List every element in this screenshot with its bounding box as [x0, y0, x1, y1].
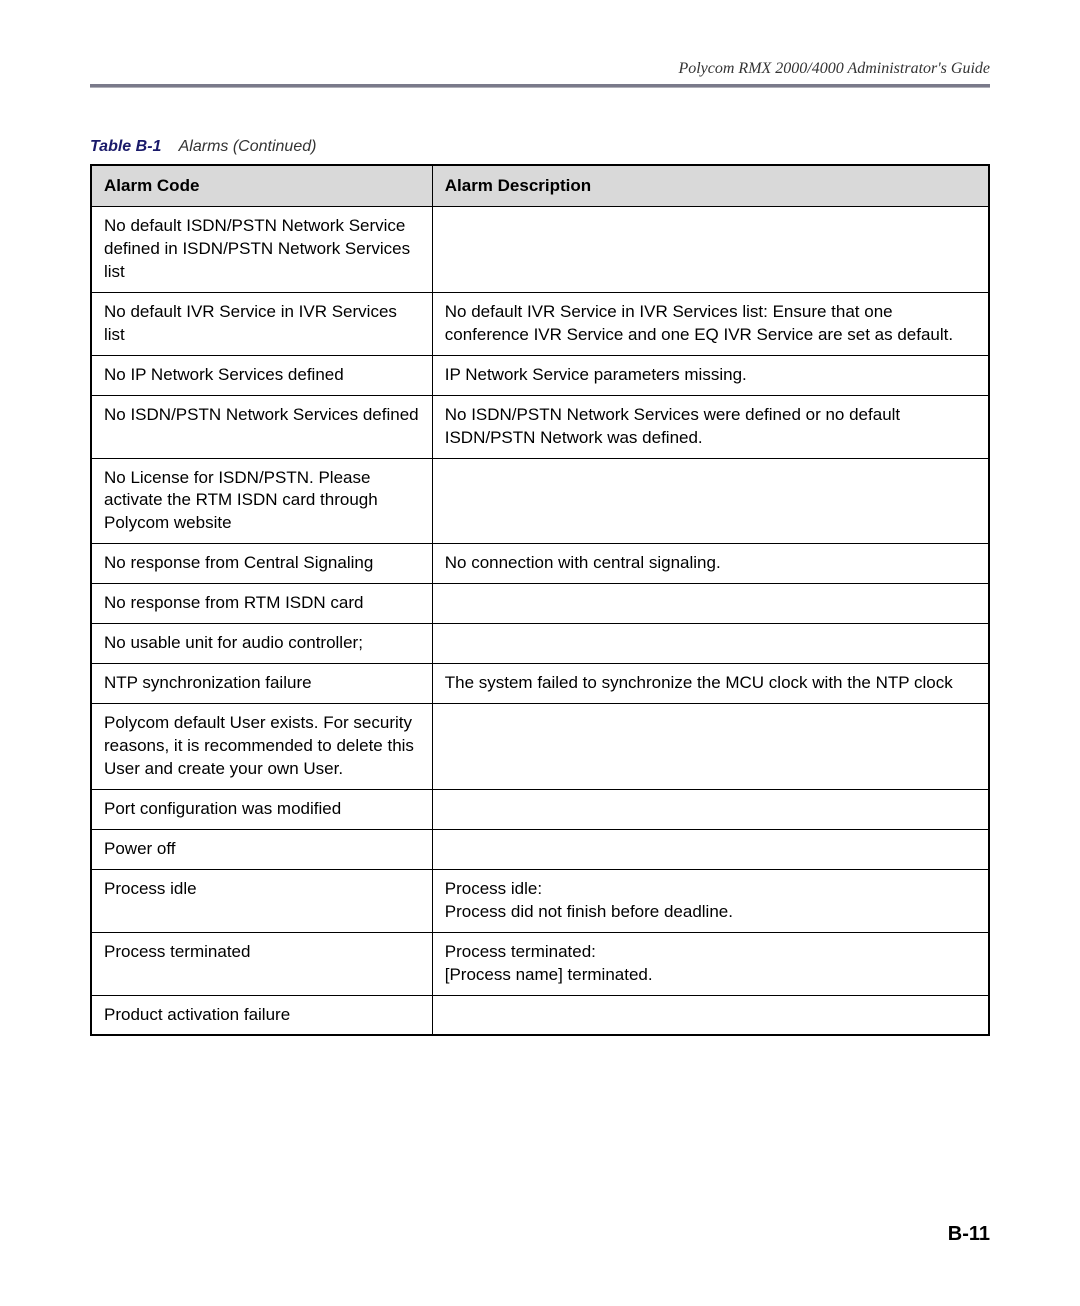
cell-alarm-description: Process idle:Process did not finish befo… [432, 869, 989, 932]
cell-alarm-description [432, 789, 989, 829]
table-row: No usable unit for audio controller; [91, 624, 989, 664]
table-caption: Table B-1 Alarms (Continued) [90, 138, 990, 156]
alarms-table: Alarm Code Alarm Description No default … [90, 164, 990, 1036]
header-rule [90, 84, 990, 88]
cell-alarm-description [432, 624, 989, 664]
table-row: No ISDN/PSTN Network Services definedNo … [91, 395, 989, 458]
cell-alarm-description: Process terminated:[Process name] termin… [432, 932, 989, 995]
table-header-row: Alarm Code Alarm Description [91, 165, 989, 207]
cell-alarm-description [432, 829, 989, 869]
cell-alarm-description [432, 704, 989, 790]
cell-alarm-description: The system failed to synchronize the MCU… [432, 664, 989, 704]
cell-alarm-code: No usable unit for audio controller; [91, 624, 432, 664]
cell-alarm-code: Product activation failure [91, 995, 432, 1035]
table-row: NTP synchronization failureThe system fa… [91, 664, 989, 704]
running-header: Polycom RMX 2000/4000 Administrator's Gu… [90, 60, 990, 78]
table-row: Process terminatedProcess terminated:[Pr… [91, 932, 989, 995]
table-row: No default IVR Service in IVR Services l… [91, 292, 989, 355]
table-caption-text: Alarms (Continued) [179, 138, 317, 155]
table-row: No response from Central SignalingNo con… [91, 544, 989, 584]
cell-alarm-code: No ISDN/PSTN Network Services defined [91, 395, 432, 458]
cell-alarm-code: No default IVR Service in IVR Services l… [91, 292, 432, 355]
cell-alarm-description: No ISDN/PSTN Network Services were defin… [432, 395, 989, 458]
cell-alarm-code: No response from RTM ISDN card [91, 584, 432, 624]
table-row: No default ISDN/PSTN Network Service def… [91, 207, 989, 293]
cell-alarm-description: No connection with central signaling. [432, 544, 989, 584]
cell-alarm-description [432, 207, 989, 293]
cell-alarm-description: No default IVR Service in IVR Services l… [432, 292, 989, 355]
cell-alarm-code: NTP synchronization failure [91, 664, 432, 704]
cell-alarm-description [432, 995, 989, 1035]
col-header-alarm-code: Alarm Code [91, 165, 432, 207]
table-row: Port configuration was modified [91, 789, 989, 829]
cell-alarm-code: Port configuration was modified [91, 789, 432, 829]
cell-alarm-description: IP Network Service parameters missing. [432, 355, 989, 395]
page-number: B-11 [948, 1223, 990, 1246]
table-label: Table B-1 [90, 138, 161, 155]
document-page: Polycom RMX 2000/4000 Administrator's Gu… [0, 0, 1080, 1306]
cell-alarm-code: No License for ISDN/PSTN. Please activat… [91, 458, 432, 544]
table-row: Product activation failure [91, 995, 989, 1035]
table-row: No response from RTM ISDN card [91, 584, 989, 624]
col-header-alarm-description: Alarm Description [432, 165, 989, 207]
cell-alarm-code: No response from Central Signaling [91, 544, 432, 584]
table-row: No License for ISDN/PSTN. Please activat… [91, 458, 989, 544]
cell-alarm-code: Process terminated [91, 932, 432, 995]
cell-alarm-description [432, 458, 989, 544]
table-row: Process idleProcess idle:Process did not… [91, 869, 989, 932]
cell-alarm-code: Polycom default User exists. For securit… [91, 704, 432, 790]
cell-alarm-code: No default ISDN/PSTN Network Service def… [91, 207, 432, 293]
table-row: Power off [91, 829, 989, 869]
table-row: Polycom default User exists. For securit… [91, 704, 989, 790]
cell-alarm-description [432, 584, 989, 624]
cell-alarm-code: Power off [91, 829, 432, 869]
table-row: No IP Network Services definedIP Network… [91, 355, 989, 395]
cell-alarm-code: Process idle [91, 869, 432, 932]
cell-alarm-code: No IP Network Services defined [91, 355, 432, 395]
